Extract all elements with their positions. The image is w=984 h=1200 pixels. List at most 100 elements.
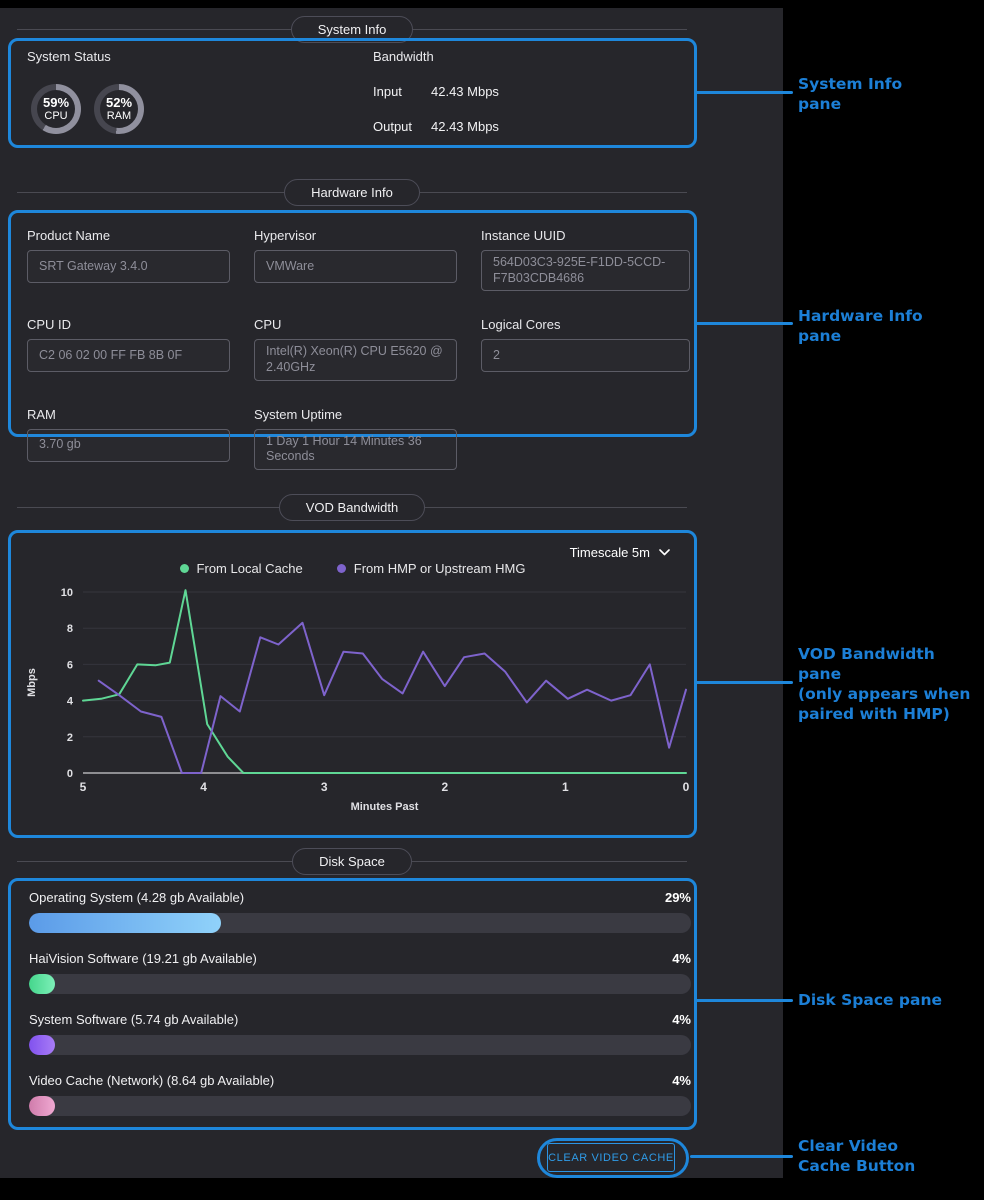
instance-uuid-field: Instance UUID 564D03C3-925E-F1DD-5CCD-F7…	[481, 228, 690, 292]
legend-dot-hmp	[336, 564, 346, 573]
disk-row-haivision-software: HaiVision Software (19.21 gb Available) …	[29, 951, 691, 994]
disk-space-header: Disk Space	[17, 847, 687, 875]
bandwidth-block: Bandwidth Input 42.43 Mbps Output 42.43 …	[373, 49, 499, 134]
bandwidth-input-row: Input 42.43 Mbps	[373, 84, 499, 99]
bandwidth-input-value: 42.43 Mbps	[431, 84, 499, 99]
legend-label-local-cache: From Local Cache	[196, 561, 303, 576]
cpu-caption: CPU	[44, 110, 68, 122]
bandwidth-input-label: Input	[373, 84, 402, 99]
callout-line-system-info	[695, 91, 793, 94]
hypervisor-value: VMWare	[254, 250, 457, 283]
svg-text:5: 5	[80, 780, 87, 794]
disk-row-operating-system: Operating System (4.28 gb Available) 29%	[29, 890, 691, 933]
logical-cores-value: 2	[481, 339, 690, 373]
svg-text:1: 1	[562, 780, 569, 794]
annotation-clear-cache: Clear Video Cache Button	[798, 1137, 916, 1175]
svg-text:3: 3	[321, 780, 328, 794]
ram-field: RAM 3.70 gb	[27, 407, 230, 470]
annotation-system-info: System Info pane	[798, 75, 903, 113]
hypervisor-label: Hypervisor	[254, 228, 317, 243]
ram-caption: RAM	[106, 110, 132, 122]
hardware-info-pane: Product Name SRT Gateway 3.4.0 Hyperviso…	[8, 210, 697, 470]
disk-percent: 4%	[672, 951, 691, 966]
cpu-id-label: CPU ID	[27, 317, 72, 333]
svg-text:Mbps: Mbps	[26, 668, 38, 697]
disk-progress-fill	[29, 913, 221, 933]
cpu-value: Intel(R) Xeon(R) CPU E5620 @ 2.40GHz	[254, 339, 457, 381]
ram-label: RAM	[27, 406, 56, 422]
svg-text:Minutes Past: Minutes Past	[351, 801, 419, 813]
system-status-label: System Status	[27, 49, 111, 64]
hardware-fields-grid: Product Name SRT Gateway 3.4.0 Hyperviso…	[27, 228, 690, 470]
disk-percent: 4%	[672, 1073, 691, 1088]
timescale-dropdown[interactable]: Timescale 5m	[570, 545, 670, 560]
system-uptime-value: 1 Day 1 Hour 14 Minutes 36 Seconds	[254, 428, 457, 470]
disk-rows: Operating System (4.28 gb Available) 29%…	[29, 890, 691, 1134]
vod-bandwidth-chart: 0 2 4 6 8 10 5 4 3 2 1 0 Minutes Past Mbps	[23, 583, 693, 815]
hardware-info-header: Hardware Info	[17, 178, 687, 206]
divider	[419, 191, 687, 193]
callout-line-clear-cache	[690, 1155, 793, 1158]
divider	[17, 191, 285, 193]
annotation-vod-bandwidth: VOD Bandwidth pane (only appears when pa…	[798, 645, 971, 723]
cpu-id-value: C2 06 02 00 FF FB 8B 0F	[27, 339, 230, 373]
product-name-value: SRT Gateway 3.4.0	[27, 250, 230, 283]
disk-label: HaiVision Software (19.21 gb Available)	[29, 951, 257, 966]
vod-bandwidth-pane: Timescale 5m From Local Cache From HMP o…	[8, 530, 697, 838]
svg-text:0: 0	[683, 780, 690, 794]
divider	[17, 506, 279, 508]
disk-row-system-software: System Software (5.74 gb Available) 4%	[29, 1012, 691, 1055]
chart-legend: From Local Cache From HMP or Upstream HM…	[11, 561, 694, 576]
divider	[425, 506, 687, 508]
bandwidth-output-row: Output 42.43 Mbps	[373, 119, 499, 134]
svg-text:4: 4	[67, 696, 74, 708]
legend-item-local-cache: From Local Cache	[179, 561, 303, 576]
disk-label: Operating System (4.28 gb Available)	[29, 890, 245, 905]
svg-text:2: 2	[441, 780, 448, 794]
disk-progress-track	[29, 1096, 691, 1116]
disk-percent: 4%	[672, 1012, 691, 1027]
svg-text:4: 4	[200, 780, 207, 794]
legend-dot-local-cache	[179, 564, 189, 573]
bandwidth-output-label: Output	[373, 119, 413, 134]
legend-label-hmp: From HMP or Upstream HMG	[353, 561, 526, 576]
instance-uuid-label: Instance UUID	[481, 228, 566, 243]
disk-space-pill: Disk Space	[292, 847, 412, 875]
callout-ring-clear-cache	[537, 1138, 689, 1178]
disk-percent: 29%	[664, 890, 691, 905]
svg-text:8: 8	[67, 623, 73, 635]
vod-bandwidth-pill: VOD Bandwidth	[278, 493, 426, 521]
disk-row-video-cache: Video Cache (Network) (8.64 gb Available…	[29, 1073, 691, 1116]
ram-percent: 52%	[105, 95, 133, 110]
svg-text:6: 6	[67, 659, 73, 671]
bandwidth-output-value: 42.43 Mbps	[431, 119, 499, 134]
instance-uuid-value: 564D03C3-925E-F1DD-5CCD-F7B03CDB4686	[481, 250, 690, 292]
disk-space-pane: Operating System (4.28 gb Available) 29%…	[8, 878, 697, 1130]
annotation-disk-space: Disk Space pane	[798, 991, 943, 1009]
hypervisor-field: Hypervisor VMWare	[254, 228, 457, 291]
svg-text:0: 0	[67, 768, 73, 780]
svg-text:2: 2	[67, 732, 73, 744]
divider	[411, 860, 687, 862]
product-name-label: Product Name	[27, 228, 111, 243]
divider	[17, 28, 291, 30]
disk-progress-fill	[29, 974, 56, 994]
cpu-label: CPU	[254, 317, 282, 333]
annotation-hardware-info: Hardware Info pane	[798, 307, 923, 345]
system-uptime-label: System Uptime	[254, 406, 343, 422]
ram-usage-gauge: 52% RAM	[94, 84, 144, 134]
callout-line-vod-bandwidth	[695, 681, 793, 684]
disk-progress-fill	[29, 1035, 56, 1055]
disk-progress-fill	[29, 1096, 56, 1116]
divider	[17, 860, 293, 862]
cpu-id-field: CPU ID C2 06 02 00 FF FB 8B 0F	[27, 317, 230, 380]
dashboard-page: System Info System Status 59% CPU 52% RA…	[0, 8, 783, 1178]
system-uptime-field: System Uptime 1 Day 1 Hour 14 Minutes 36…	[254, 407, 457, 470]
cpu-usage-gauge: 59% CPU	[31, 84, 81, 134]
legend-item-hmp: From HMP or Upstream HMG	[336, 561, 526, 576]
disk-label: System Software (5.74 gb Available)	[29, 1012, 239, 1027]
disk-progress-track	[29, 1035, 691, 1055]
bandwidth-title: Bandwidth	[373, 49, 434, 64]
disk-progress-track	[29, 913, 691, 933]
